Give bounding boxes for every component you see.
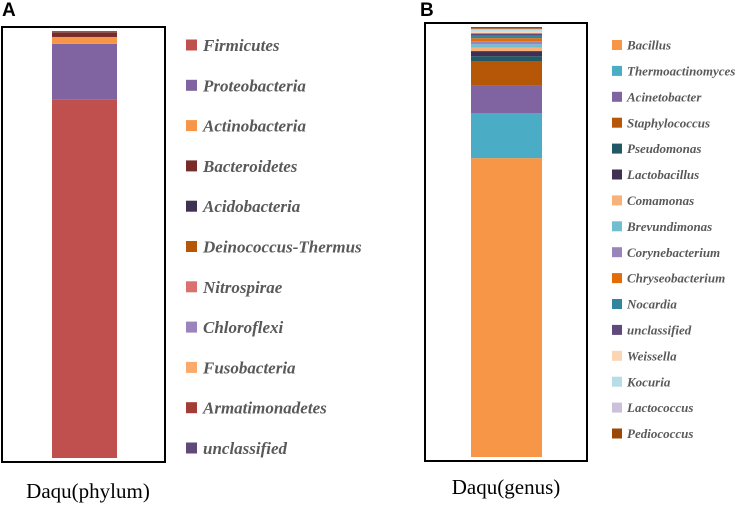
legend-swatch-actinobacteria [186,120,197,132]
legend-swatch-chloroflexi [186,321,197,333]
legend-label-lactobacillus: Lactobacillus [626,167,699,182]
legend-label-unclassified: unclassified [627,322,692,337]
bar-segment-acidobacteria [52,32,117,33]
legend-label-actinobacteria: Actinobacteria [202,117,306,136]
legend-label-proteobacteria: Proteobacteria [202,76,306,95]
bar-segment-actinobacteria [52,36,117,44]
legend-swatch-pseudomonas [612,143,622,154]
legend-swatch-thermoactinomyces [612,65,622,76]
x-axis-label-phylum: Daqu(phylum) [26,479,150,503]
legend-phylum: Firmicutes Proteobacteria Actinobacteria Ba… [186,36,362,458]
legend-swatch-unclassified [186,442,197,454]
legend-label-thermoactinomyces: Thermoactinomyces [627,63,735,78]
stacked-bar-genus [471,27,542,457]
bar-segment-bacteroidetes [52,32,117,37]
legend-label-chryseobacterium: Chryseobacterium [627,271,725,286]
legend-swatch-weissella [612,350,622,361]
panel-letter-b: B [420,0,434,21]
legend-label-pediococcus: Pediococcus [627,426,693,441]
legend-swatch-nitrospirae [186,281,197,293]
legend-swatch-kocuria [612,376,622,387]
bar-segment-brevundimonas [471,44,542,48]
legend-label-corynebacterium: Corynebacterium [627,245,720,260]
legend-label-pseudomonas: Pseudomonas [627,141,701,156]
bar-segment-comamonas [471,47,542,52]
legend-genus: Bacillus Thermoactinomyces Acinetobacter St… [612,38,735,441]
bar-segment-pediococcus [471,27,542,29]
legend-swatch-acinetobacter [612,91,622,102]
legend-swatch-lactococcus [612,402,622,413]
legend-label-weissella: Weissella [627,348,677,363]
legend-swatch-bacillus [612,40,622,50]
legend-label-deinococcus-thermus: Deinococcus-Thermus [202,237,362,256]
legend-label-bacteroidetes: Bacteroidetes [202,157,298,176]
legend-swatch-unclassified [612,324,622,335]
legend-label-kocuria: Kocuria [626,374,671,389]
bar-segment-unclassified [52,31,117,32]
legend-swatch-brevundimonas [612,221,622,232]
legend-label-comamonas: Comamonas [627,193,694,208]
bar-segment-pseudomonas [471,56,542,62]
bar-segment-bacillus [471,158,542,457]
legend-swatch-staphylococcus [612,117,622,128]
legend-label-lactococcus: Lactococcus [626,400,693,415]
legend-label-firmicutes: Firmicutes [202,36,280,55]
legend-label-bacillus: Bacillus [626,38,671,53]
bar-segment-lactococcus [471,28,542,31]
legend-label-nocardia: Nocardia [626,297,677,312]
bar-segment-lactobacillus [471,51,542,57]
bar-segment-acinetobacter [471,85,542,113]
bar-segment-nocardia [471,35,542,39]
bar-segment-firmicutes [52,99,117,458]
legend-label-chloroflexi: Chloroflexi [203,318,284,337]
legend-swatch-chryseobacterium [612,273,622,284]
bar-segment-thermoactinomyces [471,113,542,159]
legend-swatch-lactobacillus [612,169,622,180]
x-axis-label-genus: Daqu(genus) [452,475,560,499]
panel-letter-a: A [2,0,16,21]
bar-segment-proteobacteria [52,43,117,100]
bar-segment-corynebacterium [471,41,542,45]
legend-swatch-armatimonadetes [186,402,197,414]
bar-segment-kocuria [471,30,542,32]
legend-swatch-bacteroidetes [186,160,197,172]
bar-segment-weissella [471,31,542,34]
legend-label-brevundimonas: Brevundimonas [626,219,712,234]
legend-swatch-fusobacteria [186,361,197,373]
legend-label-fusobacteria: Fusobacteria [202,358,296,377]
bar-segment-unclassified [471,33,542,36]
legend-label-unclassified: unclassified [203,439,288,458]
legend-swatch-deinococcus-thermus [186,241,197,252]
legend-label-staphylococcus: Staphylococcus [627,115,710,130]
legend-swatch-proteobacteria [186,79,197,91]
legend-swatch-firmicutes [186,39,197,51]
stacked-bar-phylum [52,31,117,458]
legend-swatch-nocardia [612,299,622,309]
legend-label-nitrospirae: Nitrospirae [202,278,283,297]
legend-label-acinetobacter: Acinetobacter [626,89,702,104]
legend-swatch-pediococcus [612,428,622,439]
legend-swatch-acidobacteria [186,200,197,212]
legend-swatch-corynebacterium [612,247,622,258]
legend-label-armatimonadetes: Armatimonadetes [202,399,327,418]
legend-swatch-comamonas [612,195,622,206]
legend-label-acidobacteria: Acidobacteria [202,197,301,216]
bar-segment-chryseobacterium [471,38,542,42]
bar-segment-staphylococcus [471,61,542,86]
